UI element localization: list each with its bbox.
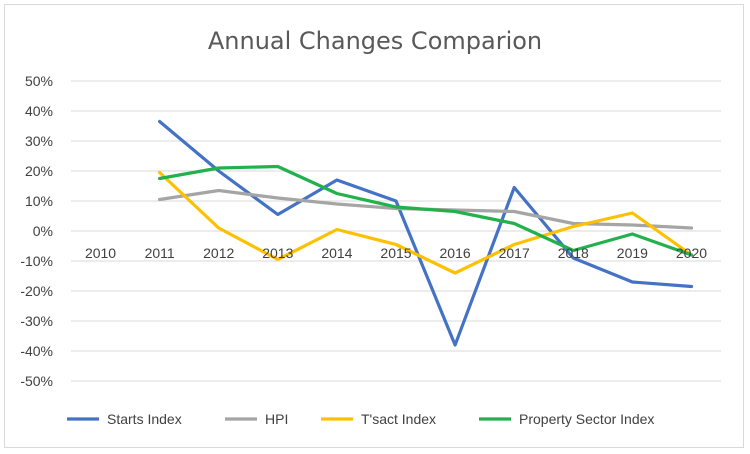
y-tick-label: 30%: [25, 133, 53, 149]
y-axis-ticks: 50% 40% 30% 20% 10% 0% -10% -20% -30% -40% -50%: [20, 73, 53, 389]
series-line-property-sector-index: [158, 164, 694, 257]
y-tick-label: 40%: [25, 103, 53, 119]
chart-frame: Annual Changes Comparion 50% 40% 30% 20% 10%…: [4, 4, 744, 448]
legend: Starts Index HPI T'sact Index Property Sect…: [67, 411, 654, 427]
series-line-starts-index: [158, 119, 694, 347]
legend-label: Property Sector Index: [519, 411, 654, 427]
x-tick-label: 2015: [380, 245, 411, 261]
series-lines: [158, 119, 694, 347]
x-tick-label: 2010: [85, 245, 116, 261]
legend-label: HPI: [265, 411, 288, 427]
y-tick-label: 0%: [33, 223, 53, 239]
x-tick-label: 2012: [203, 245, 234, 261]
legend-label: Starts Index: [107, 411, 182, 427]
x-tick-label: 2016: [440, 245, 471, 261]
x-tick-label: 2019: [617, 245, 648, 261]
y-tick-label: -30%: [20, 313, 53, 329]
chart-title: Annual Changes Comparion: [208, 27, 542, 55]
legend-label: T'sact Index: [361, 411, 436, 427]
y-tick-label: 20%: [25, 163, 53, 179]
y-tick-label: -50%: [20, 373, 53, 389]
x-tick-label: 2018: [558, 245, 589, 261]
x-tick-label: 2013: [262, 245, 293, 261]
x-tick-label: 2014: [321, 245, 352, 261]
line-chart: Annual Changes Comparion 50% 40% 30% 20% 10%…: [20, 27, 721, 427]
x-tick-label: 2020: [676, 245, 707, 261]
y-tick-label: -20%: [20, 283, 53, 299]
y-tick-label: -10%: [20, 253, 53, 269]
gridlines: [71, 80, 721, 382]
y-tick-label: 10%: [25, 193, 53, 209]
y-tick-label: 50%: [25, 73, 53, 89]
series-line-t-sact-index: [158, 170, 694, 275]
x-tick-label: 2017: [499, 245, 530, 261]
x-tick-label: 2011: [145, 245, 175, 261]
x-axis-ticks: 2010 2011 2012 2013 2014 2015 2016 2017 2018 2019…: [85, 245, 707, 261]
y-tick-label: -40%: [20, 343, 53, 359]
